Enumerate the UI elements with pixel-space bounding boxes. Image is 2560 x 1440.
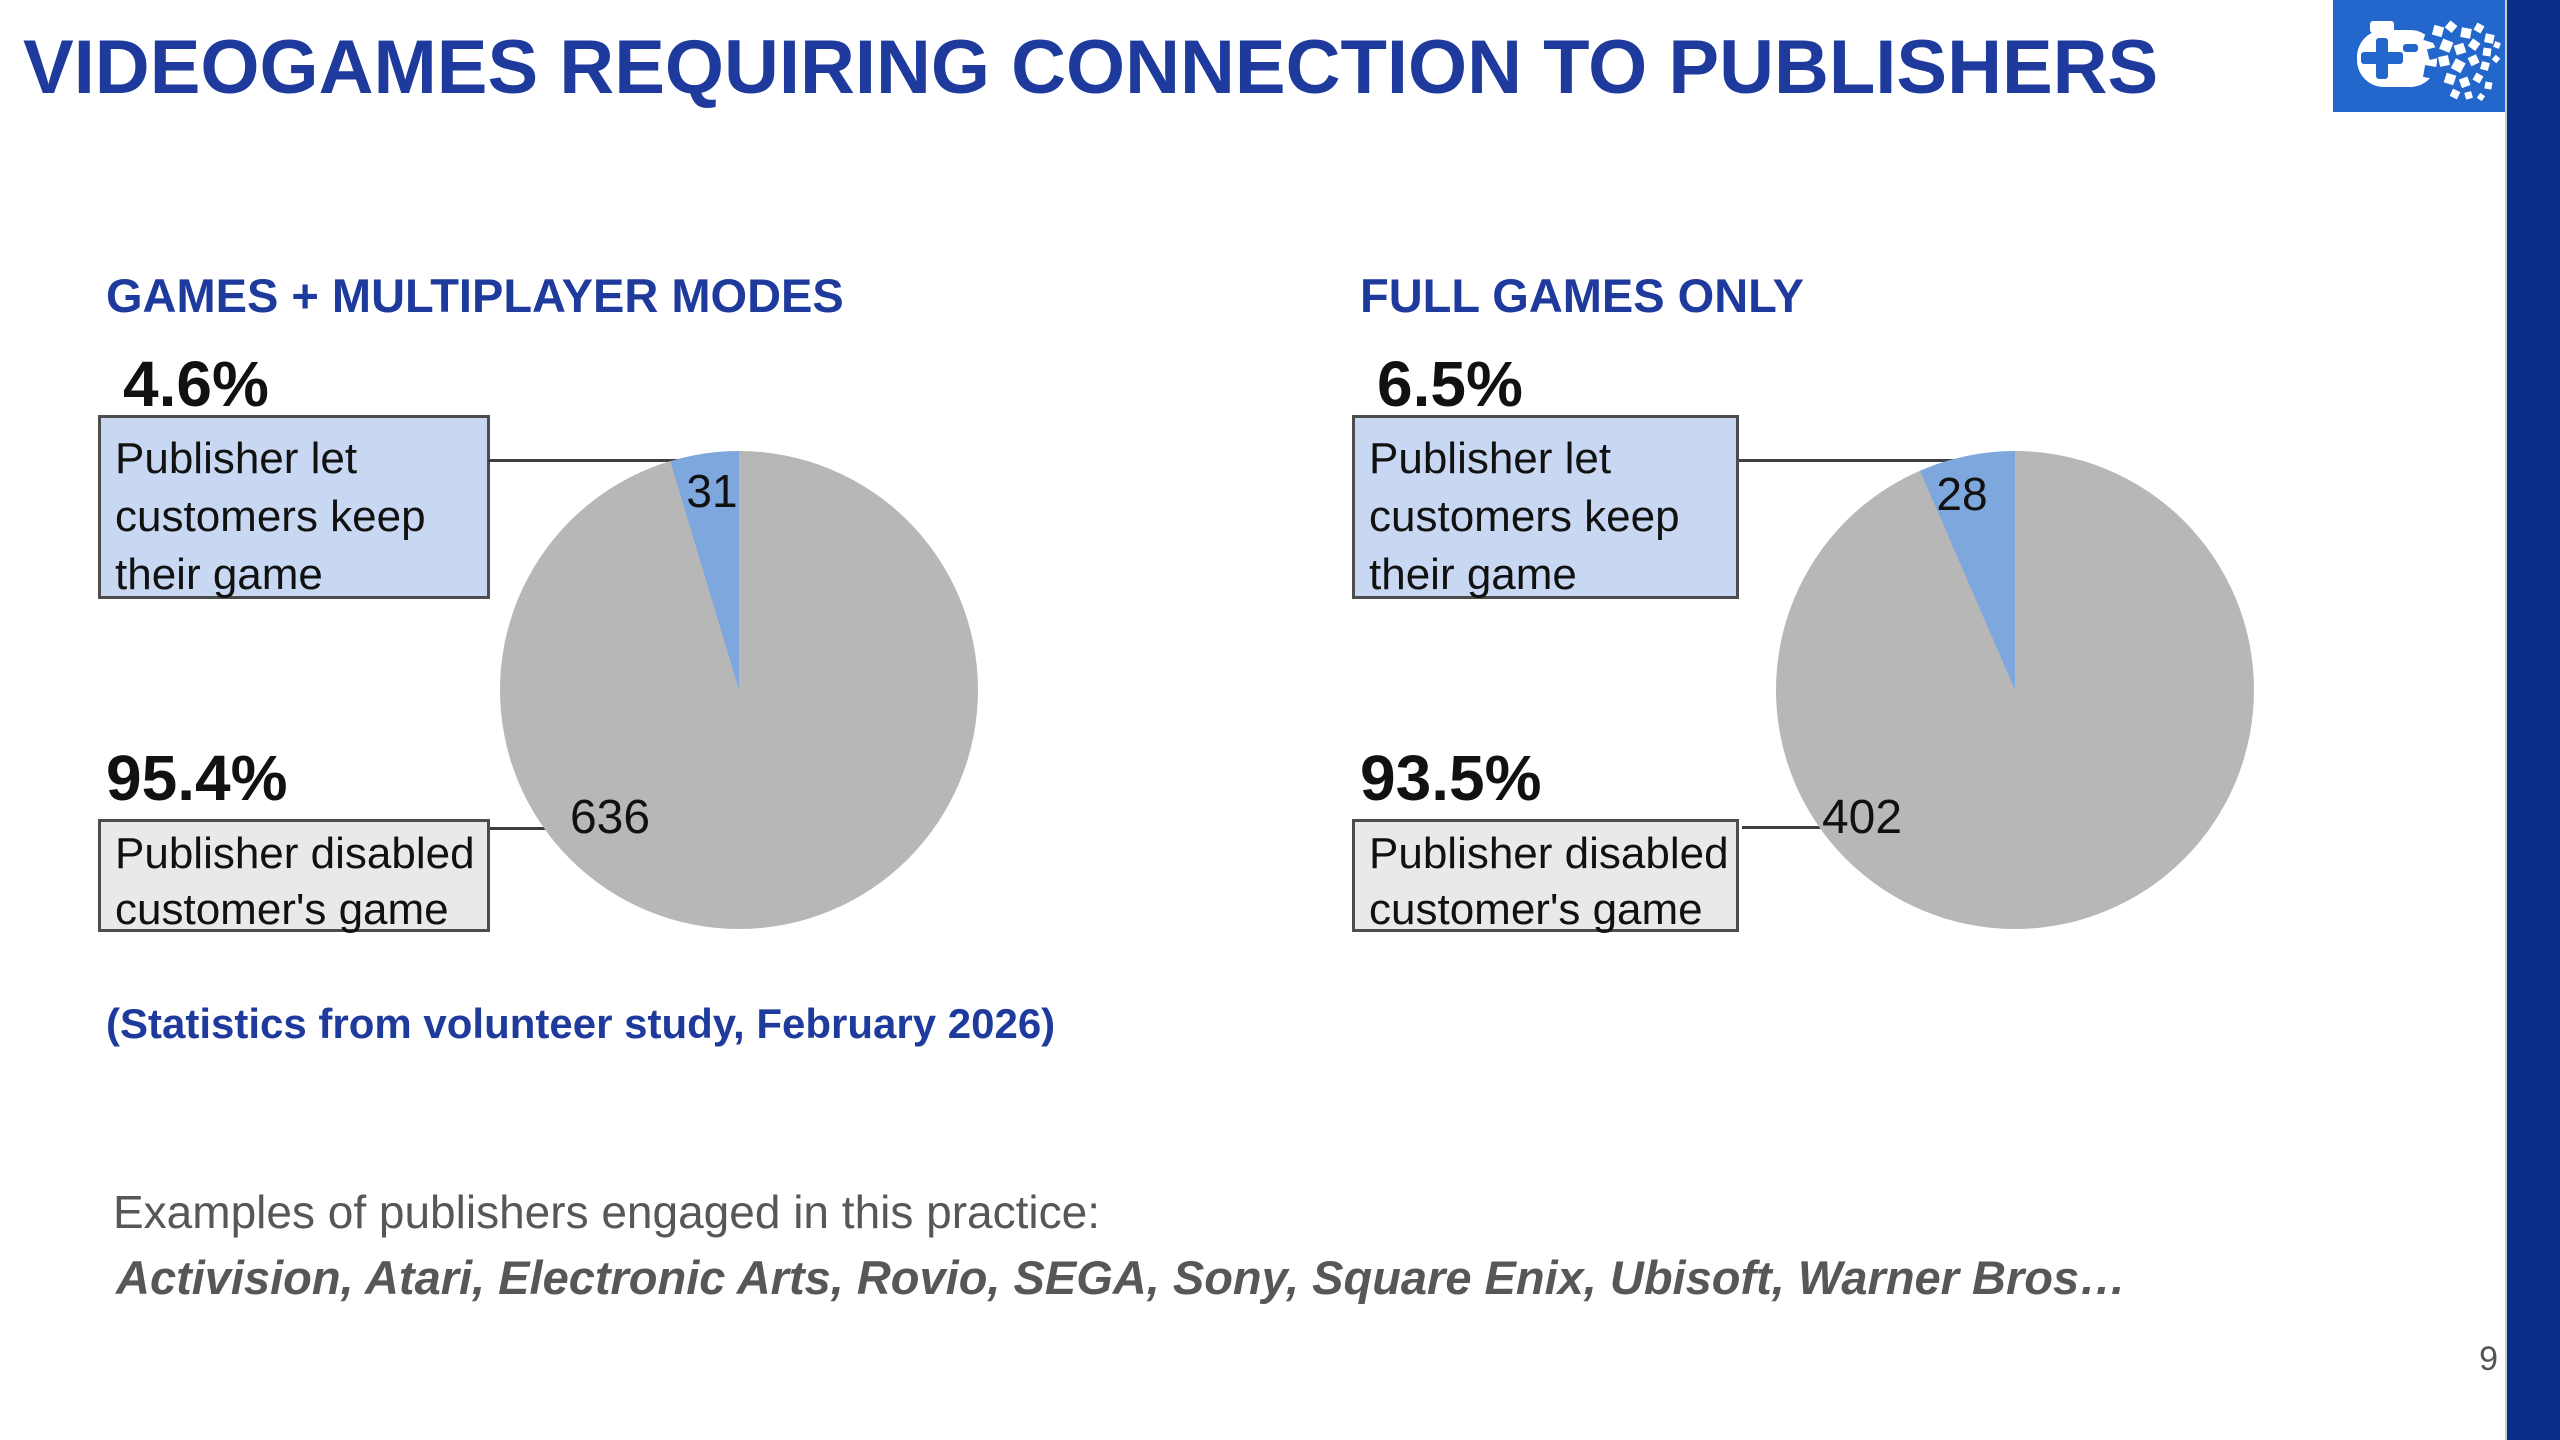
page-title: VIDEOGAMES REQUIRING CONNECTION TO PUBLI… [23, 25, 2159, 110]
legend-line: their game [1369, 550, 1577, 599]
chart-2-callout-line-top [1739, 459, 1958, 462]
legend-line: customer's game [1369, 885, 1703, 934]
legend-line: customers keep [1369, 492, 1680, 541]
chart-2-title: FULL GAMES ONLY [1360, 269, 1804, 322]
chart-1-legend-keep-box: Publisher let customers keep their game [98, 415, 490, 599]
chart-1-slice-2-value: 636 [569, 791, 651, 844]
source-note: (Statistics from volunteer study, Februa… [106, 1000, 1056, 1047]
page-number: 9 [2479, 1340, 2498, 1378]
right-edge-bar [2505, 0, 2560, 1440]
chart-2-slice-1-value: 28 [1936, 468, 1988, 520]
legend-line: Publisher disabled [1369, 829, 1729, 878]
logo-badge [2333, 0, 2507, 112]
chart-2-legend-keep-box: Publisher let customers keep their game [1352, 415, 1739, 599]
chart-1-slice-2-percent: 95.4% [106, 742, 288, 814]
legend-line: customer's game [115, 885, 449, 934]
legend-line: Publisher let [1369, 434, 1612, 483]
chart-1-callout-line-bottom [490, 827, 550, 830]
chart-2-pie [1776, 451, 2254, 929]
chart-1-pie [500, 451, 978, 929]
examples-list: Activision, Atari, Electronic Arts, Rovi… [116, 1251, 2127, 1304]
chart-1-legend-disabled-box: Publisher disabled customer's game [98, 819, 490, 934]
chart-1-callout-line-top [488, 459, 692, 462]
legend-line: their game [115, 550, 323, 599]
chart-1-slice-1-value: 31 [686, 465, 738, 517]
chart-2-callout-line-bottom [1742, 826, 1821, 829]
legend-line: customers keep [115, 492, 426, 541]
chart-2-slice-2-percent: 93.5% [1360, 742, 1542, 814]
chart-2-legend-disabled-box: Publisher disabled customer's game [1352, 819, 1739, 934]
chart-2-slice-1-percent: 6.5% [1377, 348, 1523, 420]
legend-line: Publisher disabled [115, 829, 475, 878]
chart-1-slice-1-percent: 4.6% [123, 348, 269, 420]
dissolving-game-controller-icon [2357, 20, 2501, 102]
chart-2-slice-2-value: 402 [1821, 791, 1903, 844]
examples-intro: Examples of publishers engaged in this p… [113, 1186, 1101, 1238]
legend-line: Publisher let [115, 434, 358, 483]
chart-1-title: GAMES + MULTIPLAYER MODES [106, 269, 844, 322]
